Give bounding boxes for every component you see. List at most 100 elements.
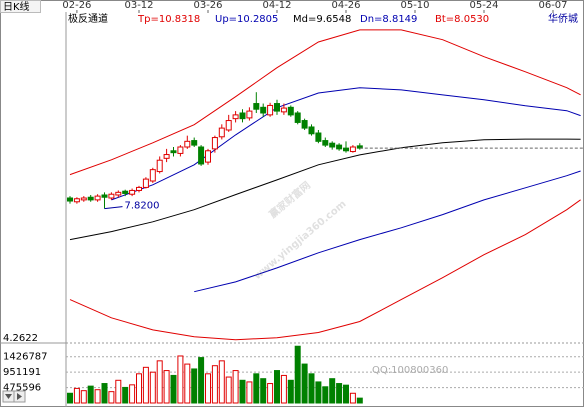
- candle-body: [177, 146, 184, 154]
- legend-entry: Dn=8.8149: [360, 14, 417, 25]
- volume-bar: [239, 379, 246, 404]
- candle-body: [142, 178, 149, 188]
- candle-body: [136, 186, 142, 191]
- volume-bar: [225, 376, 232, 404]
- candle-body: [253, 103, 260, 110]
- volume-bar: [274, 370, 280, 404]
- volume-bar: [267, 383, 274, 404]
- volume-bar: [356, 397, 363, 404]
- x-tick-label: 05-24: [469, 0, 498, 11]
- candle-body: [80, 197, 87, 201]
- volume-bar: [136, 373, 142, 404]
- watermark-qq: QQ:100800360: [372, 365, 448, 376]
- candle-body: [308, 126, 315, 135]
- chart-title: 日K线: [3, 0, 30, 13]
- y-tick-label: 4.2622: [3, 333, 38, 344]
- candle-body: [67, 197, 73, 202]
- volume-bar: [343, 384, 349, 404]
- candle-body: [294, 112, 301, 123]
- volume-tick-label: 951191: [3, 367, 41, 378]
- candle-body: [73, 198, 80, 203]
- volume-bar: [184, 363, 191, 404]
- candle-body: [315, 132, 322, 142]
- volume-bar: [67, 392, 73, 404]
- legend-entry: Bt=8.0530: [435, 14, 489, 25]
- x-tick-label: 05-10: [400, 0, 429, 11]
- volume-bar: [87, 385, 94, 404]
- candle-body: [108, 193, 115, 199]
- volume-bar: [108, 391, 115, 404]
- volume-bar: [232, 370, 239, 404]
- x-tick-label: 03-12: [124, 0, 153, 11]
- volume-bar: [287, 379, 294, 404]
- annotation-label: 7.8200: [125, 201, 160, 212]
- volume-bar: [322, 386, 329, 404]
- volume-bar: [294, 345, 301, 404]
- candle-body: [239, 112, 246, 120]
- x-tick-label: 03-26: [193, 0, 222, 11]
- volume-bar: [73, 387, 80, 404]
- indicator-name: 极反通道: [68, 12, 108, 25]
- candle-body: [232, 114, 239, 120]
- candle-body: [218, 127, 225, 138]
- volume-bar: [170, 374, 177, 404]
- volume-bar: [246, 381, 253, 404]
- x-tick-label: 04-26: [331, 0, 360, 11]
- volume-bar: [191, 368, 198, 404]
- volume-bar: [253, 373, 260, 404]
- candle-body: [287, 106, 294, 116]
- candle-body: [205, 150, 211, 163]
- candle-body: [149, 169, 156, 182]
- candle-body: [225, 120, 232, 131]
- candle-body: [301, 120, 308, 129]
- volume-bar: [260, 378, 267, 404]
- scroll-icon: [17, 393, 22, 400]
- annotation-arrow: [104, 206, 123, 210]
- candle-body: [343, 147, 349, 152]
- band-line: [194, 170, 581, 293]
- x-tick-label: 06-07: [538, 0, 567, 11]
- candle-body: [349, 146, 356, 153]
- candle-body: [274, 103, 280, 112]
- x-tick-label: 02-26: [62, 0, 91, 11]
- volume-bar: [349, 392, 356, 404]
- candle-body: [156, 159, 163, 173]
- stock-name: 华侨城: [548, 12, 578, 25]
- volume-bar: [329, 378, 336, 404]
- band-line: [69, 138, 581, 241]
- candle-body: [94, 195, 101, 201]
- candle-body: [163, 154, 170, 159]
- candle-body: [115, 191, 122, 196]
- candle-body: [280, 107, 287, 113]
- volume-bar: [177, 355, 184, 404]
- volume-tick-label: 475596: [3, 383, 41, 394]
- candle-body: [246, 110, 253, 119]
- volume-bar: [211, 365, 218, 404]
- volume-bar: [218, 360, 225, 404]
- volume-tick-label: 1426787: [3, 352, 48, 363]
- volume-bar: [80, 390, 87, 404]
- band-line: [69, 199, 581, 341]
- volume-bar: [122, 386, 129, 404]
- legend-entry: Tp=10.8318: [137, 14, 200, 25]
- volume-bar: [101, 383, 108, 404]
- candle-body: [267, 104, 274, 116]
- candle-body: [87, 196, 94, 201]
- band-line: [69, 29, 581, 176]
- scroll-icon: [5, 394, 12, 399]
- candle-body: [260, 106, 267, 114]
- volume-bar: [163, 370, 170, 404]
- candle-body: [322, 140, 329, 146]
- volume-bar: [308, 373, 315, 404]
- title-box: [0, 0, 41, 13]
- candle-body: [122, 190, 129, 194]
- legend-entry: Up=10.2805: [215, 14, 278, 25]
- volume-bar: [94, 389, 101, 404]
- candle-body: [170, 150, 177, 154]
- candle-body: [329, 142, 336, 148]
- volume-bar: [205, 373, 211, 404]
- x-tick-label: 04-12: [262, 0, 291, 11]
- candle-body: [129, 189, 136, 195]
- band-line: [111, 87, 581, 201]
- volume-bar: [336, 383, 343, 404]
